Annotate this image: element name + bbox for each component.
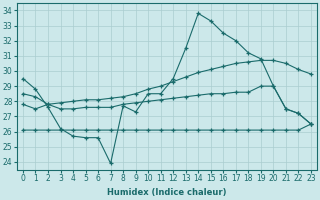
X-axis label: Humidex (Indice chaleur): Humidex (Indice chaleur) xyxy=(107,188,227,197)
